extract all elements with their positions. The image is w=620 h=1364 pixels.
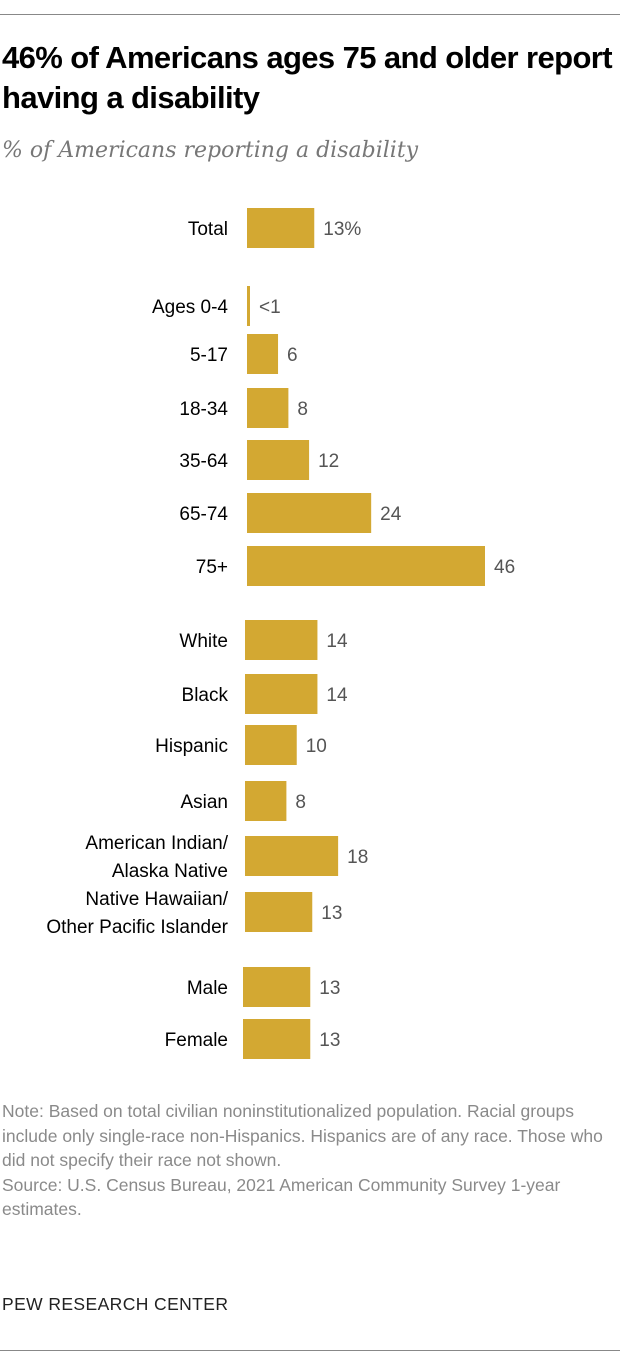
bar xyxy=(247,440,310,480)
value-label: 6 xyxy=(287,345,298,366)
bar xyxy=(247,546,485,586)
category-label: Hispanic xyxy=(155,736,228,757)
category-label: White xyxy=(179,631,228,652)
value-label: 10 xyxy=(306,736,327,757)
bar-chart: Total 13% Ages 0-4 <1 5-17 6 18-34 8 35-64 12 65-7… xyxy=(46,208,515,1059)
category-label: Female xyxy=(165,1030,228,1051)
bar xyxy=(247,334,279,374)
bar xyxy=(247,208,315,248)
bar xyxy=(245,620,318,660)
bar xyxy=(245,725,297,765)
pew-logo-text: PEW RESEARCH CENTER xyxy=(2,1294,229,1314)
bar xyxy=(247,388,289,428)
bar xyxy=(247,493,372,533)
category-label: 18-34 xyxy=(179,399,228,420)
notes: Note: Based on total civilian noninstitu… xyxy=(2,1099,617,1222)
value-label: 46 xyxy=(494,557,515,578)
bar xyxy=(243,967,311,1007)
value-label: 18 xyxy=(347,847,368,868)
bar xyxy=(245,674,318,714)
value-label: 12 xyxy=(318,451,339,472)
bar xyxy=(245,836,339,876)
bar xyxy=(245,892,313,932)
source-text: Source: U.S. Census Bureau, 2021 America… xyxy=(2,1174,561,1220)
value-label: 8 xyxy=(295,792,306,813)
category-label: Black xyxy=(182,685,229,706)
category-label: 35-64 xyxy=(179,451,228,472)
category-label: Ages 0-4 xyxy=(152,297,228,318)
category-label: Native Hawaiian/Other Pacific Islander xyxy=(46,889,228,938)
value-label: 13 xyxy=(319,978,340,999)
value-label: 8 xyxy=(297,399,308,420)
note-text: Note: Based on total civilian noninstitu… xyxy=(2,1101,603,1170)
value-label: 13% xyxy=(323,219,361,240)
category-label: Total xyxy=(188,219,228,240)
category-label: 5-17 xyxy=(190,345,228,366)
top-rule xyxy=(0,14,620,15)
bar xyxy=(247,286,250,326)
bottom-rule xyxy=(0,1350,620,1351)
value-label: 13 xyxy=(319,1030,340,1051)
value-label: 24 xyxy=(380,504,402,525)
value-label: 14 xyxy=(326,631,348,652)
category-label: Asian xyxy=(180,792,228,813)
chart-title: 46% of Americans ages 75 and older repor… xyxy=(2,40,613,115)
category-label: 75+ xyxy=(196,557,228,578)
category-label: Male xyxy=(187,978,228,999)
category-label: American Indian/Alaska Native xyxy=(85,833,228,882)
category-label: 65-74 xyxy=(179,504,228,525)
bar xyxy=(245,781,287,821)
value-label: 13 xyxy=(321,903,342,924)
value-label: 14 xyxy=(326,685,348,706)
value-label: <1 xyxy=(259,297,281,318)
bar xyxy=(243,1019,311,1059)
chart-subtitle: % of Americans reporting a disability xyxy=(2,138,419,163)
